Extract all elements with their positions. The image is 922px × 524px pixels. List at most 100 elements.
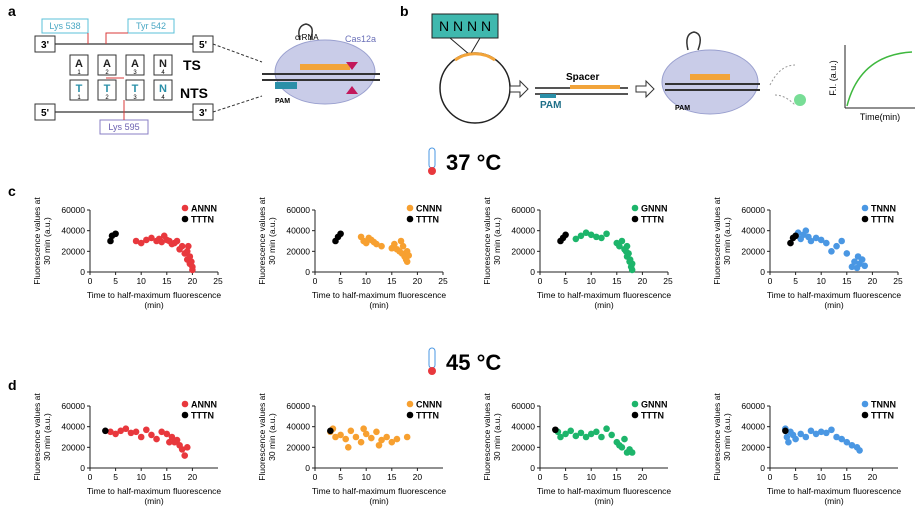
data-point xyxy=(393,435,401,443)
strand-label: TS xyxy=(183,57,201,73)
x-tick-label: 10 xyxy=(136,472,146,482)
legend-marker xyxy=(631,215,639,223)
data-point xyxy=(802,433,810,441)
data-point xyxy=(173,436,181,444)
data-point xyxy=(622,248,630,255)
legend-marker xyxy=(861,204,869,212)
data-point xyxy=(854,253,862,260)
x-tick-label: 20 xyxy=(188,276,198,286)
data-point xyxy=(178,242,186,250)
data-point xyxy=(148,234,155,242)
x-tick-label: 15 xyxy=(842,472,852,482)
data-point xyxy=(843,250,851,257)
pam-label: PAM xyxy=(675,105,690,112)
y-tick-label: 60000 xyxy=(61,401,85,411)
data-point xyxy=(817,236,825,244)
data-point xyxy=(107,428,114,436)
x-tick-label: 5 xyxy=(563,276,568,286)
axis-label: Time(min) xyxy=(860,112,900,122)
data-point xyxy=(112,230,119,238)
data-point xyxy=(623,242,631,250)
y-axis-label: Fluorescence values at 30 min (a.u.) xyxy=(482,197,502,285)
base-box xyxy=(97,54,117,76)
data-point xyxy=(562,231,569,239)
data-point xyxy=(391,240,398,248)
insert-line xyxy=(449,37,481,56)
section-header: 37 °C xyxy=(446,150,501,175)
residue-label: Lys 538 xyxy=(49,21,80,31)
data-point xyxy=(158,238,165,246)
x-tick-label: 10 xyxy=(816,472,826,482)
y-tick-label: 0 xyxy=(530,463,535,473)
data-point xyxy=(373,240,380,248)
data-point xyxy=(598,433,605,441)
data-point xyxy=(337,431,344,439)
x-tick-label: 15 xyxy=(842,276,852,286)
data-point xyxy=(587,231,595,239)
panel-label: b xyxy=(400,3,409,19)
base-letter: N xyxy=(159,58,167,70)
x-tick-label: 5 xyxy=(113,276,118,286)
data-point xyxy=(153,435,160,443)
base-letter: T xyxy=(132,83,139,95)
y-tick-label: 40000 xyxy=(511,422,535,432)
data-point xyxy=(183,444,191,451)
x-tick-label: 20 xyxy=(413,276,423,286)
data-point xyxy=(807,427,815,435)
data-point xyxy=(557,433,564,441)
y-tick-label: 20000 xyxy=(286,246,310,256)
legend-marker xyxy=(181,411,189,419)
data-point xyxy=(143,236,150,244)
base-position: 3 xyxy=(133,95,137,101)
legend-marker xyxy=(631,411,639,419)
x-axis-label: Time to half-maximum fluorescence (min) xyxy=(766,290,902,310)
data-point xyxy=(593,428,600,436)
y-axis-label: Fluorescence values at 30 min (a.u.) xyxy=(32,393,52,481)
y-tick-label: 20000 xyxy=(286,442,310,452)
y-tick-label: 60000 xyxy=(286,401,310,411)
legend-marker xyxy=(861,411,869,419)
y-axis-label: Fluorescence values at 30 min (a.u.) xyxy=(712,197,732,285)
data-point xyxy=(782,427,789,435)
arrow xyxy=(509,79,529,99)
x-tick-label: 5 xyxy=(793,472,798,482)
y-tick-label: 20000 xyxy=(511,246,535,256)
data-point xyxy=(107,237,114,245)
legend-label: TNNN xyxy=(871,400,896,410)
data-point xyxy=(357,438,365,446)
end-label: 3' xyxy=(41,40,49,51)
x-axis-label: Time to half-maximum fluorescence (min) xyxy=(86,290,222,310)
data-point xyxy=(626,256,634,263)
data-point xyxy=(143,426,150,434)
legend-label: TTTN xyxy=(871,215,894,225)
y-tick-label: 20000 xyxy=(741,442,765,452)
data-point xyxy=(616,441,623,449)
end-box xyxy=(34,103,56,121)
data-point xyxy=(817,428,825,436)
data-point xyxy=(621,435,628,443)
data-point xyxy=(188,258,195,265)
data-point xyxy=(567,427,575,435)
data-point xyxy=(787,239,794,247)
y-tick-label: 0 xyxy=(305,463,310,473)
legend-label: TTTN xyxy=(416,215,439,225)
data-point xyxy=(807,237,815,245)
panel-label: d xyxy=(8,377,17,393)
data-point xyxy=(587,430,595,438)
data-point xyxy=(327,427,334,435)
data-point xyxy=(848,441,856,449)
base-letter: A xyxy=(103,58,111,70)
data-point xyxy=(360,425,367,433)
legend-marker xyxy=(861,400,869,408)
x-tick-label: 0 xyxy=(538,472,543,482)
data-point xyxy=(332,433,339,441)
data-point xyxy=(378,436,385,444)
x-tick-label: 10 xyxy=(816,276,826,286)
x-tick-label: 20 xyxy=(638,472,648,482)
crrna xyxy=(690,74,730,80)
y-tick-label: 0 xyxy=(80,463,85,473)
x-tick-label: 0 xyxy=(88,472,93,482)
data-point xyxy=(186,253,194,260)
x-tick-label: 15 xyxy=(387,276,397,286)
data-point xyxy=(181,452,189,459)
